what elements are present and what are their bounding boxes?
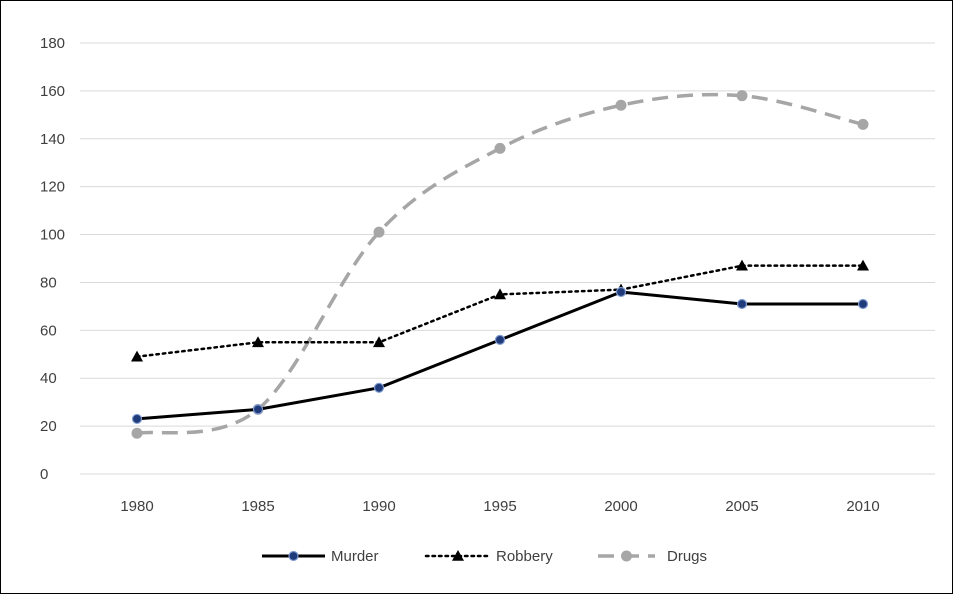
legend-marker	[452, 550, 464, 561]
data-point	[857, 298, 869, 310]
data-point	[131, 350, 143, 362]
series-robbery	[131, 259, 869, 362]
data-point	[131, 427, 143, 439]
x-tick-label: 2005	[725, 498, 758, 515]
legend-label: Murder	[331, 548, 379, 565]
y-tick-label: 60	[40, 322, 57, 339]
y-tick-label: 80	[40, 274, 57, 291]
data-point	[373, 336, 385, 348]
legend: Murder Robbery Drugs	[262, 548, 707, 565]
data-point	[857, 118, 869, 130]
y-tick-label: 20	[40, 418, 57, 435]
data-point	[373, 382, 385, 393]
y-tick-label: 0	[40, 466, 48, 483]
y-axis-tick-labels: 0 20 40 60 80 100 120 140 160 180	[40, 35, 65, 483]
data-point	[494, 334, 506, 346]
y-tick-label: 100	[40, 227, 65, 244]
x-tick-label: 1995	[483, 498, 516, 515]
y-tick-label: 180	[40, 35, 65, 52]
data-point	[736, 90, 748, 102]
x-tick-label: 1985	[241, 498, 274, 515]
x-axis-tick-labels: 1980 1985 1990 1995 2000 2005 2010	[120, 498, 879, 515]
data-point	[615, 286, 627, 298]
data-point	[857, 259, 869, 271]
data-point	[373, 226, 385, 238]
series-line	[136, 290, 863, 421]
y-tick-label: 160	[40, 83, 65, 100]
data-point	[736, 259, 748, 271]
data-point	[252, 404, 264, 415]
legend-item-drugs: Drugs	[598, 548, 707, 565]
x-tick-label: 1980	[120, 498, 153, 515]
x-tick-label: 2010	[846, 498, 879, 515]
legend-marker	[621, 550, 632, 562]
data-point	[615, 99, 627, 111]
y-tick-label: 40	[40, 370, 57, 387]
legend-marker	[288, 550, 299, 562]
legend-label: Drugs	[667, 548, 707, 565]
y-tick-label: 140	[40, 131, 65, 148]
series-drugs	[131, 90, 869, 439]
series-layer	[131, 90, 869, 439]
legend-item-robbery: Robbery	[424, 548, 553, 565]
data-point	[252, 336, 264, 348]
data-point	[494, 142, 506, 154]
data-point	[736, 298, 748, 310]
x-tick-label: 1990	[362, 498, 395, 515]
x-tick-label: 2000	[604, 498, 637, 515]
legend-label: Robbery	[496, 548, 553, 565]
data-point	[131, 413, 143, 425]
legend-item-murder: Murder	[262, 548, 379, 565]
series-murder	[131, 286, 869, 425]
y-tick-label: 120	[40, 179, 65, 196]
data-point	[494, 288, 506, 300]
